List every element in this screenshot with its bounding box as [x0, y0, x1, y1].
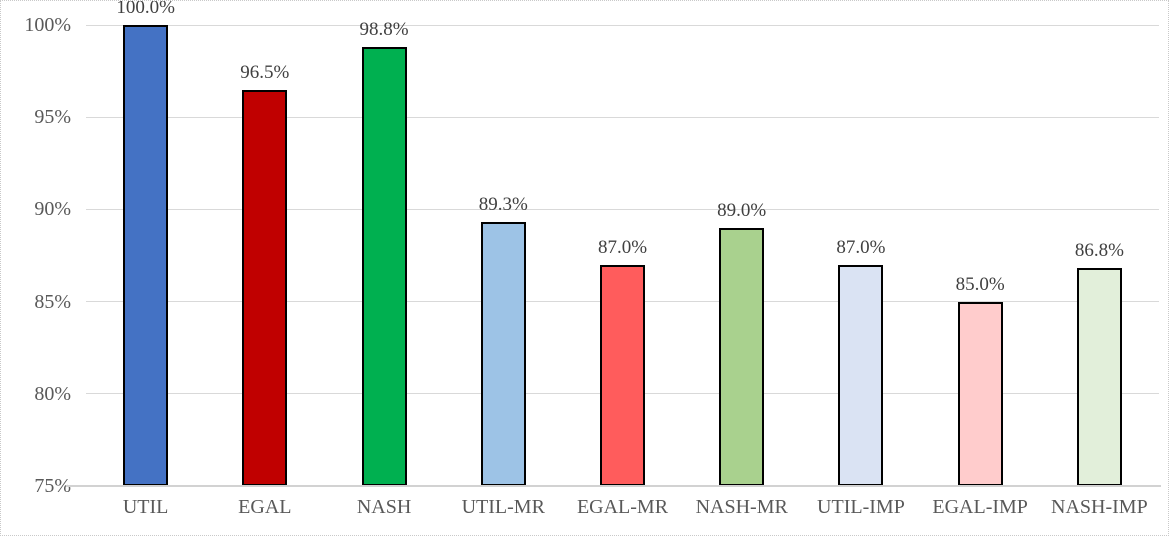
y-axis-tick-label: 100%: [24, 14, 71, 36]
bar-nash-imp: [1076, 268, 1122, 486]
bar-value-label: 85.0%: [955, 273, 1005, 295]
bar-value-label: 89.3%: [478, 194, 528, 216]
x-axis-category-label: NASH-IMP: [1051, 496, 1148, 518]
x-axis-line: [66, 485, 1161, 487]
y-axis-tick-label: 85%: [34, 290, 71, 313]
x-axis-category-label: UTIL-MR: [461, 496, 545, 518]
bar-nash-mr: [719, 227, 765, 486]
bar-value-label: 89.0%: [717, 199, 767, 221]
y-axis-tick-label: 80%: [34, 382, 71, 405]
bar-value-label: 100.0%: [116, 0, 175, 18]
bar-egal: [242, 89, 288, 486]
x-axis-category-label: UTIL: [122, 496, 169, 518]
x-axis-category-label: NASH: [356, 496, 412, 518]
bar-value-label: 87.0%: [597, 236, 648, 258]
x-axis-category-label: EGAL-IMP: [932, 496, 1028, 518]
x-axis-category-label: EGAL-MR: [576, 496, 669, 518]
bar-value-label: 87.0%: [836, 236, 886, 258]
bar-value-label: 98.8%: [359, 19, 409, 41]
bar-nash: [361, 47, 407, 486]
bar-egal-imp: [957, 301, 1003, 486]
x-axis-category-label: NASH-MR: [695, 496, 788, 518]
bar-value-label: 86.8%: [1074, 240, 1124, 262]
gridline: [86, 24, 1159, 26]
y-axis-tick-label: 90%: [34, 198, 71, 221]
x-axis-category-label: EGAL: [238, 496, 292, 518]
bar-util: [123, 25, 169, 486]
y-axis-tick-label: 75%: [34, 475, 71, 497]
x-axis-category-label: UTIL-IMP: [817, 496, 905, 518]
bar-egal-mr: [600, 264, 645, 486]
gridline: [86, 208, 1159, 210]
bar-util-imp: [838, 264, 884, 486]
bar-util-mr: [480, 222, 526, 486]
y-axis-tick-label: 95%: [34, 106, 71, 129]
bar-value-label: 96.5%: [240, 61, 290, 83]
gridline: [86, 116, 1159, 118]
